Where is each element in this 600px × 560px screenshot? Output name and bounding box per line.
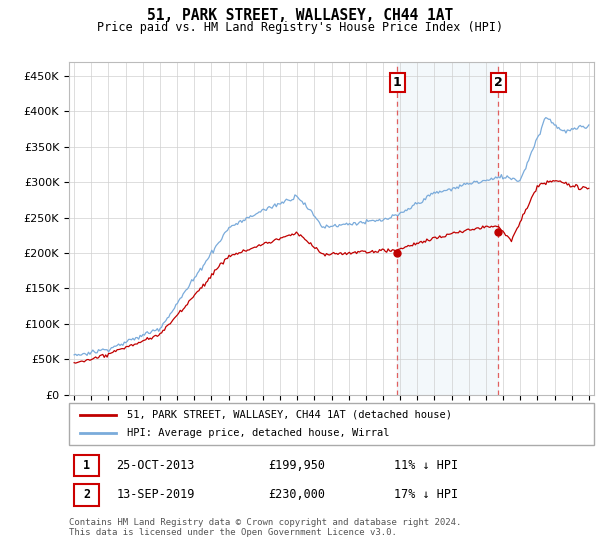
Text: 13-SEP-2019: 13-SEP-2019 (116, 488, 194, 501)
FancyBboxPatch shape (74, 455, 100, 477)
Text: 25-OCT-2013: 25-OCT-2013 (116, 459, 194, 472)
Text: 2: 2 (494, 76, 502, 90)
Text: 1: 1 (83, 459, 91, 472)
Text: 17% ↓ HPI: 17% ↓ HPI (395, 488, 458, 501)
Text: 1: 1 (393, 76, 401, 90)
Text: 11% ↓ HPI: 11% ↓ HPI (395, 459, 458, 472)
Text: HPI: Average price, detached house, Wirral: HPI: Average price, detached house, Wirr… (127, 428, 389, 438)
Text: 51, PARK STREET, WALLASEY, CH44 1AT (detached house): 51, PARK STREET, WALLASEY, CH44 1AT (det… (127, 410, 452, 420)
Text: Price paid vs. HM Land Registry's House Price Index (HPI): Price paid vs. HM Land Registry's House … (97, 21, 503, 34)
Text: Contains HM Land Registry data © Crown copyright and database right 2024.
This d: Contains HM Land Registry data © Crown c… (69, 518, 461, 538)
FancyBboxPatch shape (69, 403, 594, 445)
Text: 2: 2 (83, 488, 91, 501)
Text: 51, PARK STREET, WALLASEY, CH44 1AT: 51, PARK STREET, WALLASEY, CH44 1AT (147, 8, 453, 24)
Bar (397, 62, 498, 395)
Text: £199,950: £199,950 (269, 459, 325, 472)
FancyBboxPatch shape (74, 484, 100, 506)
Text: £230,000: £230,000 (269, 488, 325, 501)
